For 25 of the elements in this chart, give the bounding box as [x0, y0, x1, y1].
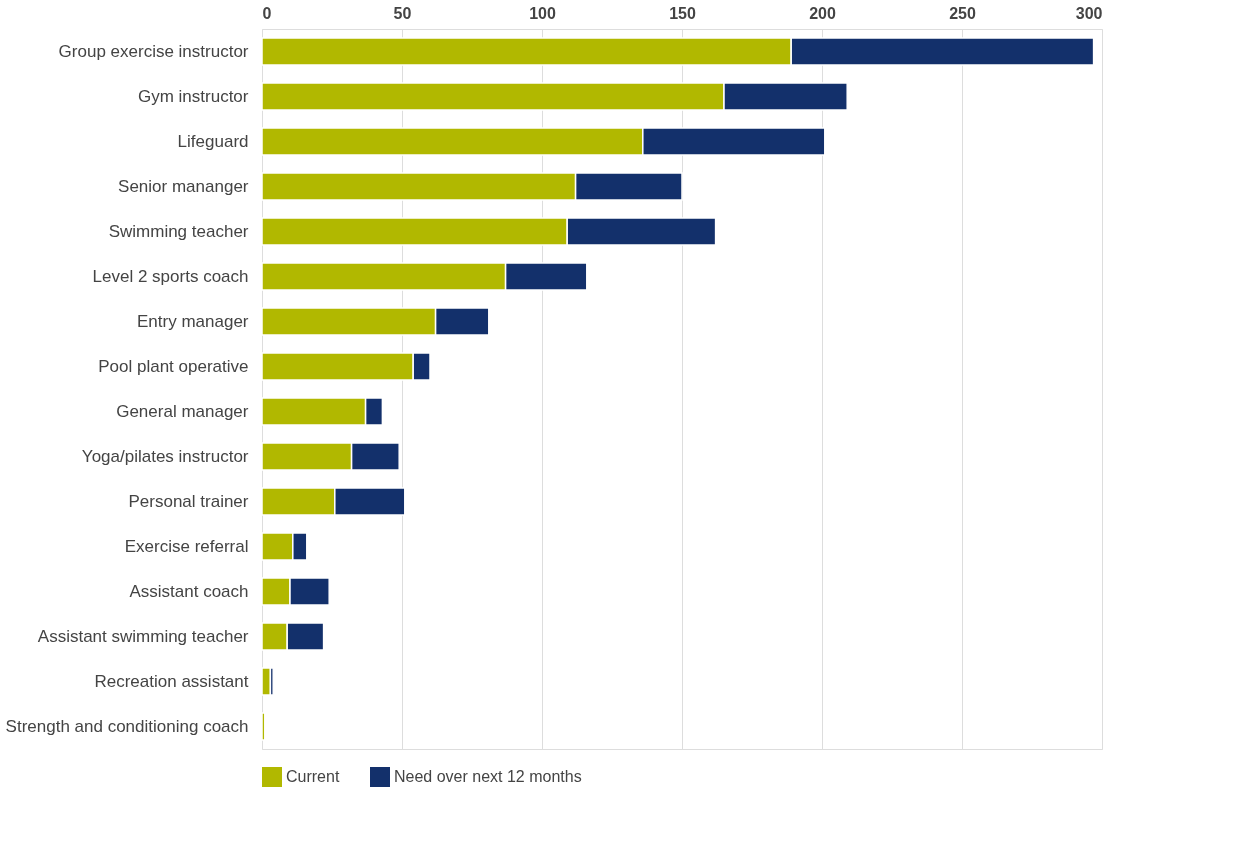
y-tick-label: Assistant swimming teacher [37, 626, 249, 646]
y-tick-label: Strength and conditioning coach [5, 716, 249, 736]
y-tick-label: Lifeguard [177, 131, 249, 151]
x-tick-label: 100 [529, 4, 556, 22]
y-tick-label: Entry manager [137, 311, 249, 331]
y-tick-label: Group exercise instructor [58, 41, 249, 61]
y-tick-label: Senior mananger [118, 176, 249, 196]
y-tick-label: Yoga/pilates instructor [81, 446, 249, 466]
y-tick-label: Recreation assistant [94, 671, 249, 691]
x-tick-label: 50 [393, 4, 412, 22]
y-tick-label: Pool plant operative [98, 356, 249, 376]
x-tick-label: 150 [669, 4, 696, 22]
legend-label: Need over next 12 months [394, 768, 582, 785]
y-tick-label: Assistant coach [129, 581, 249, 601]
legend-label: Current [286, 768, 340, 785]
y-tick-label: Gym instructor [137, 86, 249, 106]
y-tick-label: Exercise referral [124, 536, 249, 556]
x-tick-label: 0 [262, 4, 272, 22]
y-tick-label: Level 2 sports coach [92, 266, 249, 286]
y-tick-label: Personal trainer [128, 491, 249, 511]
y-tick-label: Swimming teacher [108, 221, 249, 241]
y-tick-label: General manager [116, 401, 249, 421]
x-tick-label: 300 [1075, 4, 1103, 22]
x-tick-label: 200 [809, 4, 836, 22]
x-tick-label: 250 [949, 4, 976, 22]
